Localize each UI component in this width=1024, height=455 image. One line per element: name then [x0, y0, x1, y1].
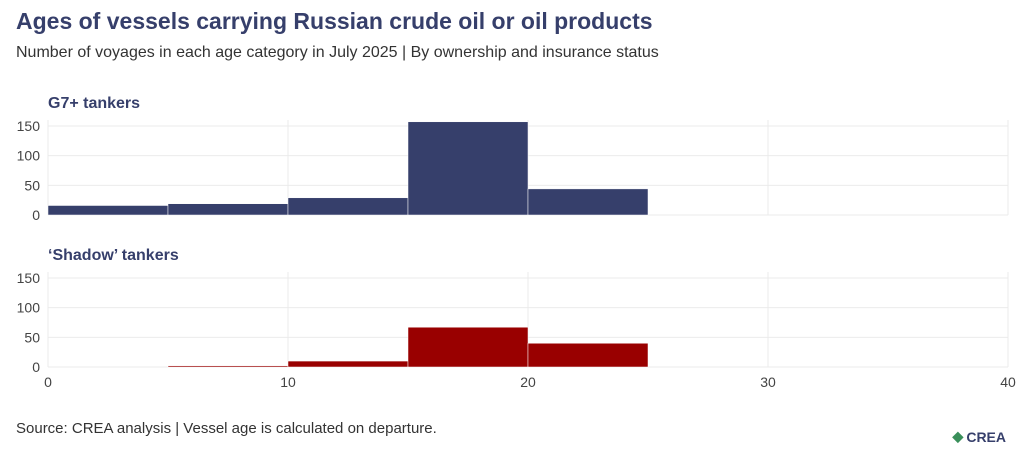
histogram-bar: [527, 343, 649, 368]
crea-logo-text: CREA: [966, 428, 1006, 445]
x-tick-label: 20: [520, 374, 536, 390]
panel-title: ‘Shadow’ tankers: [48, 247, 179, 264]
chart-subtitle: Number of voyages in each age category i…: [16, 44, 659, 61]
x-tick-label: 10: [280, 374, 296, 390]
crea-logo: ◆ CREA: [953, 428, 1006, 445]
crea-logo-icon: ◆: [952, 428, 964, 444]
histogram-bar: [47, 205, 169, 216]
panel-title: G7+ tankers: [48, 95, 140, 112]
y-tick-label: 100: [17, 148, 41, 164]
y-tick-label: 50: [24, 177, 40, 193]
histogram-bar: [167, 365, 289, 368]
histogram-bar: [287, 197, 409, 216]
y-tick-label: 150: [17, 118, 41, 134]
histogram-bar: [407, 326, 529, 368]
y-tick-label: 0: [32, 359, 40, 375]
x-tick-label: 30: [760, 374, 776, 390]
x-tick-label: 40: [1000, 374, 1016, 390]
x-tick-label: 0: [44, 374, 52, 390]
histogram-bar: [527, 188, 649, 216]
y-tick-label: 0: [32, 207, 40, 223]
y-tick-label: 100: [17, 300, 41, 316]
source-note: Source: CREA analysis | Vessel age is ca…: [16, 420, 437, 437]
y-tick-label: 50: [24, 329, 40, 345]
histogram-bar: [167, 203, 289, 216]
chart-title: Ages of vessels carrying Russian crude o…: [16, 8, 653, 34]
histogram-bar: [407, 121, 529, 216]
histogram-bar: [287, 360, 409, 368]
y-tick-label: 150: [17, 270, 41, 286]
